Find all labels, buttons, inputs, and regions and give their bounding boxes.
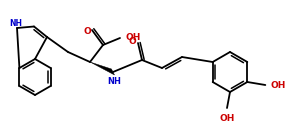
Text: O: O	[128, 37, 136, 45]
Text: O: O	[83, 26, 91, 36]
Text: OH: OH	[270, 81, 286, 89]
Text: OH: OH	[219, 114, 235, 123]
Text: NH: NH	[107, 77, 121, 86]
Text: OH: OH	[126, 32, 141, 42]
Polygon shape	[90, 62, 115, 75]
Text: NH: NH	[10, 18, 22, 28]
